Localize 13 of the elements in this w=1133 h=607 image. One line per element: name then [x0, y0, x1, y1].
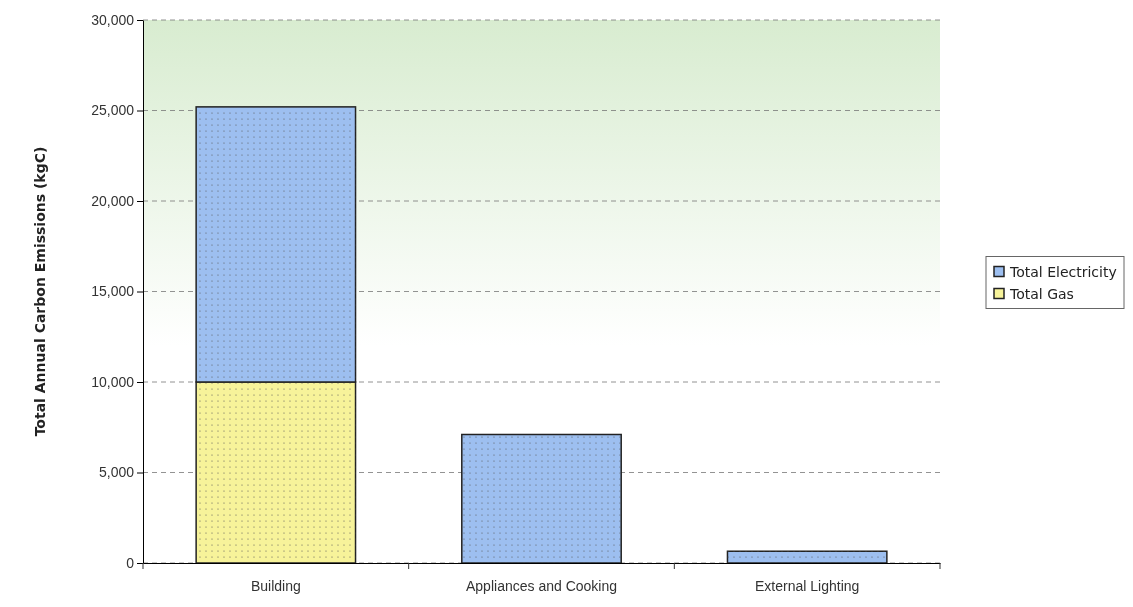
y-axis-title: Total Annual Carbon Emissions (kgC) — [32, 146, 48, 437]
x-tick-label: Building — [250, 577, 301, 594]
y-tick-label: 0 — [126, 554, 135, 571]
legend-label: Total Electricity — [1009, 263, 1117, 280]
y-tick-label: 30,000 — [91, 11, 135, 28]
y-tick-label: 10,000 — [91, 373, 135, 390]
x-tick-label: Appliances and Cooking — [466, 577, 617, 594]
y-tick-label: 20,000 — [91, 192, 135, 209]
y-tick-label: 25,000 — [91, 102, 135, 119]
y-tick-label: 15,000 — [91, 283, 135, 300]
y-tick-label: 5,000 — [98, 464, 135, 481]
legend-label: Total Gas — [1009, 285, 1074, 302]
x-tick-label: External Lighting — [755, 577, 860, 594]
